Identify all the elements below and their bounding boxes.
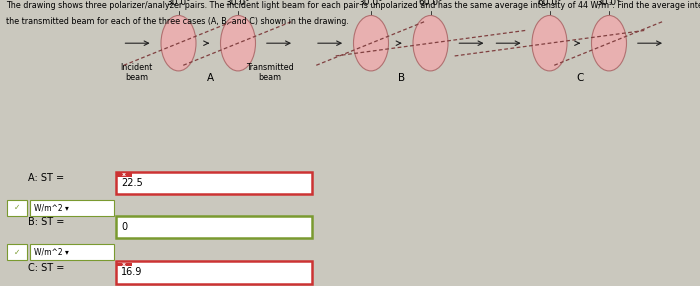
Text: 30.0°: 30.0° (166, 0, 190, 7)
Text: B: B (398, 73, 405, 83)
Ellipse shape (161, 15, 196, 71)
FancyBboxPatch shape (116, 216, 312, 238)
Text: 30.0°: 30.0° (596, 0, 621, 7)
Text: ✓: ✓ (13, 203, 20, 212)
Text: 0: 0 (121, 222, 127, 232)
Ellipse shape (592, 15, 626, 71)
Text: 16.9: 16.9 (121, 267, 143, 277)
Ellipse shape (354, 15, 388, 71)
FancyBboxPatch shape (30, 200, 114, 216)
FancyBboxPatch shape (116, 173, 132, 176)
Text: 30.0°: 30.0° (358, 0, 383, 7)
Text: x: x (122, 262, 126, 267)
Text: A: SΤ =: A: SΤ = (28, 173, 64, 183)
Text: 60.0°: 60.0° (537, 0, 561, 7)
Text: 22.5: 22.5 (121, 178, 143, 188)
FancyBboxPatch shape (7, 200, 27, 216)
Text: The drawing shows three polarizer/analyzer pairs. The incident light beam for ea: The drawing shows three polarizer/analyz… (6, 1, 700, 10)
Text: Transmitted
beam: Transmitted beam (246, 63, 293, 82)
FancyBboxPatch shape (116, 172, 312, 194)
FancyBboxPatch shape (7, 244, 27, 260)
Text: W/m^2 ▾: W/m^2 ▾ (34, 248, 69, 257)
Ellipse shape (532, 15, 567, 71)
FancyBboxPatch shape (116, 261, 312, 283)
FancyBboxPatch shape (30, 244, 114, 260)
Text: 60.0°: 60.0° (418, 0, 442, 7)
Text: W/m^2 ▾: W/m^2 ▾ (34, 203, 69, 212)
Text: C: SΤ =: C: SΤ = (28, 263, 64, 273)
Text: 30.0°: 30.0° (225, 0, 250, 7)
Text: the transmitted beam for each of the three cases (A, B, and C) shown in the draw: the transmitted beam for each of the thr… (6, 17, 349, 26)
Ellipse shape (220, 15, 256, 71)
Text: x: x (122, 172, 126, 177)
Text: ✓: ✓ (13, 248, 20, 257)
Text: C: C (576, 73, 583, 83)
Text: Incident
beam: Incident beam (120, 63, 153, 82)
Text: B: SΤ =: B: SΤ = (28, 217, 64, 227)
Text: A: A (206, 73, 214, 83)
Ellipse shape (413, 15, 448, 71)
FancyBboxPatch shape (116, 263, 132, 266)
